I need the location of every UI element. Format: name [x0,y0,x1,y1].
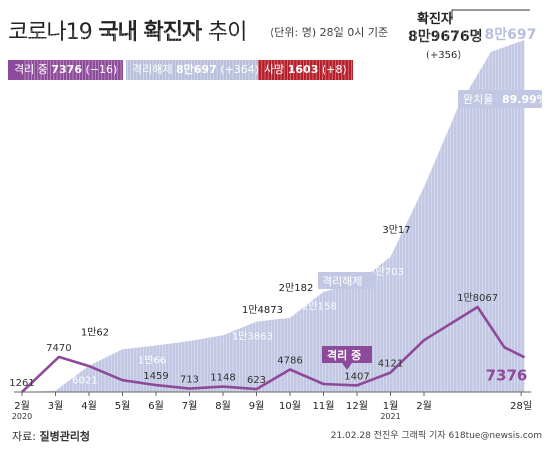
x-tick-label: 6월 [148,400,164,412]
recovery-value: 89.99% [502,93,548,106]
year-label: 2020 [12,412,32,421]
confirmed-delta: (+356) [426,50,462,61]
confirmed-label: 2만182 [279,282,314,294]
released-label: 8만697 [485,27,537,43]
isolation-label: 4121 [378,359,403,370]
x-tick-label: 11월 [313,400,335,412]
recovery-label: 완치율 [463,93,493,106]
year-label: 2021 [380,412,400,421]
legend-isolation-label: 격리 중 [14,63,48,76]
x-tick-label: 2월 [416,400,432,412]
confirmed-label: 1만4873 [242,304,283,316]
legend-isolation: 격리 중 7376 (−16) [8,60,124,80]
isolation-label: 1만8067 [457,292,498,304]
x-tick-label: 8월 [215,400,231,412]
source-name: 질병관리청 [39,430,91,443]
annotation-released-box [318,272,374,289]
confirmed-label: 1만62 [81,327,109,339]
isolation-label: 1407 [344,371,369,382]
isolation-label: 713 [180,375,199,386]
x-tick-label: 28일 [510,400,532,412]
confirmed-value: 8만9676명 [408,29,483,45]
isolation-label: 7470 [46,343,71,354]
x-tick-label: 7월 [182,400,198,412]
x-tick-label: 4월 [81,400,97,412]
isolation-label: 623 [247,375,266,386]
released-area [22,40,525,392]
title-suffix: 추이 [207,20,247,45]
x-tick-label: 10월 [279,400,301,412]
credit-line: 21.02.28 전진우 그래픽 기자 618tue@newsis.com [330,431,542,441]
released-label: 6021 [72,376,97,387]
released-label: 1만66 [138,355,166,367]
legend-released-value: 8만697 [175,63,217,76]
x-tick-label: 9월 [249,400,265,412]
isolation-label: 4786 [277,355,302,366]
isolation-label: 1261 [9,378,34,389]
legend-isolation-delta: (−16) [85,63,118,76]
released-label: 4만703 [369,266,404,278]
annotation-isolation-box [322,346,372,363]
released-label: 2만158 [302,301,337,313]
x-tick-label: 1월 [383,400,399,412]
annotation-released: 격리해제 [322,274,362,288]
annotation-isolation-pointer [342,363,352,370]
legend-death-delta: (+8) [321,63,347,76]
confirmed-label: 3만17 [382,224,410,236]
legend-death-value: 1603 [287,63,319,76]
isolation-label: 1459 [143,371,168,382]
confirmed-bracket [451,9,530,20]
source-prefix: 자료: [12,430,36,443]
isolation-label: 7376 [486,366,528,384]
source-note: 자료: 질병관리청 [12,428,90,444]
recovery-badge [458,90,542,108]
x-tick-label: 3월 [48,400,64,412]
released-label: 1만3863 [232,331,273,343]
isolation-line [21,305,526,393]
x-tick-label: 12월 [346,400,368,412]
x-tick-label: 5월 [115,400,131,412]
confirmed-label: 확진자 [417,12,453,27]
legend-death-label: 사망 [264,63,285,76]
annotation-isolation: 격리 중 [327,348,361,362]
x-tick-label: 2월 [14,400,30,412]
isolation-label: 1148 [210,373,235,384]
